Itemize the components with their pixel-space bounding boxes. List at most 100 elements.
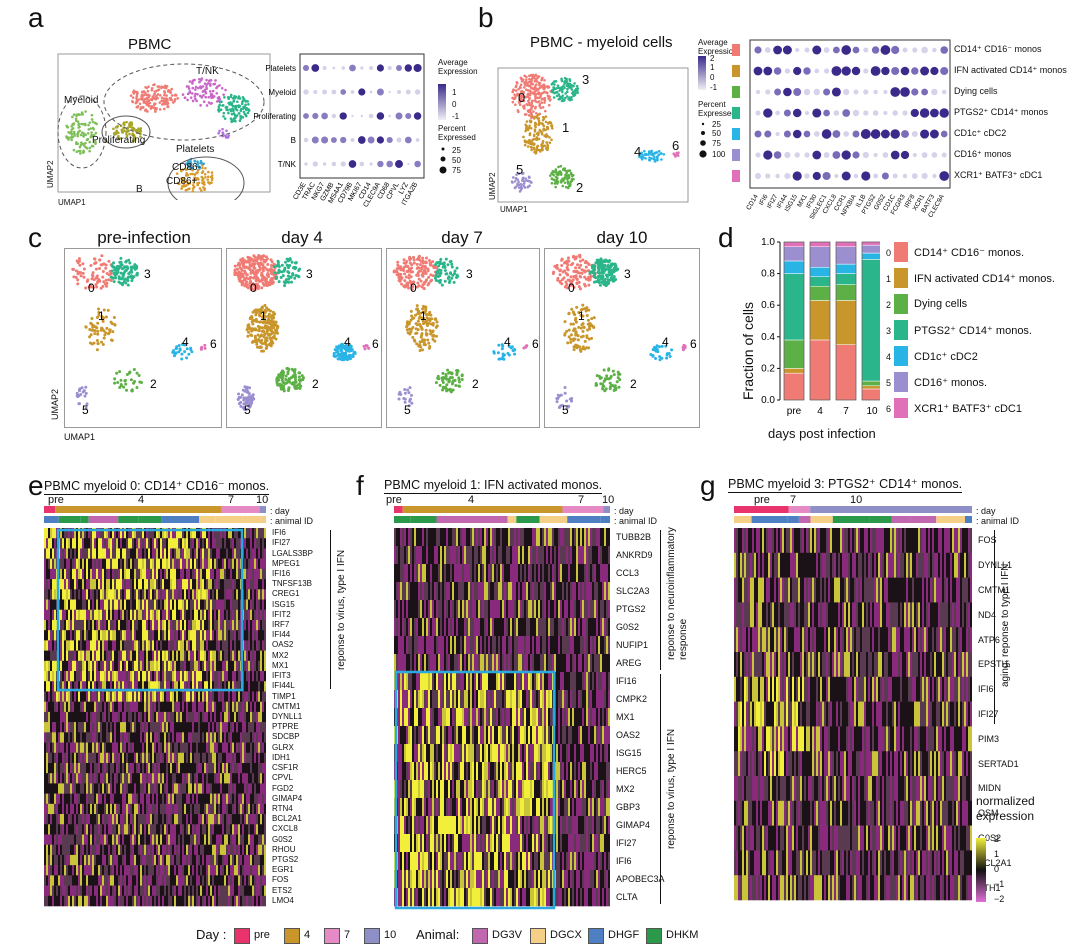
panel-a-pct-75: 75 bbox=[452, 166, 461, 175]
umap-point bbox=[222, 111, 226, 115]
panel-c-cluster-label: 2 bbox=[312, 377, 319, 391]
umap-point bbox=[226, 95, 230, 99]
umap-point bbox=[605, 374, 609, 378]
heatmap-gene-label: DYNLL1 bbox=[978, 560, 1013, 571]
animal-track-segment bbox=[58, 516, 81, 523]
umap-point bbox=[565, 329, 569, 333]
umap-point bbox=[72, 113, 76, 116]
umap-point bbox=[123, 379, 127, 383]
heatmap-gene-label: TUBB2B bbox=[616, 532, 652, 542]
dotplot-dot bbox=[940, 130, 948, 138]
umap-point bbox=[152, 83, 155, 87]
umap-point bbox=[280, 263, 284, 267]
umap-point bbox=[221, 131, 225, 135]
umap-point bbox=[298, 378, 302, 382]
umap-point bbox=[144, 91, 147, 95]
dotplot-dot bbox=[387, 65, 392, 71]
umap-point bbox=[185, 174, 189, 177]
umap-point bbox=[204, 95, 208, 99]
umap-point bbox=[74, 269, 78, 273]
umap-point bbox=[570, 283, 574, 287]
umap-point bbox=[563, 76, 567, 80]
umap-point bbox=[242, 405, 246, 409]
legend-label: CD14⁺ CD16⁻ monos. bbox=[914, 247, 1025, 259]
umap-point bbox=[422, 341, 426, 345]
umap-point bbox=[118, 265, 122, 269]
umap-point bbox=[218, 84, 221, 87]
umap-point bbox=[524, 95, 528, 99]
dotplot-dot bbox=[813, 131, 820, 137]
umap-point bbox=[236, 100, 239, 104]
day-legend-label: 7 bbox=[344, 929, 351, 941]
animal-track-segment bbox=[936, 516, 965, 523]
umap-point bbox=[584, 309, 588, 313]
umap-point bbox=[597, 268, 601, 272]
umap-point bbox=[129, 268, 133, 272]
umap-point bbox=[253, 255, 257, 259]
umap-point bbox=[426, 269, 430, 273]
umap-point bbox=[224, 106, 228, 109]
dotplot-b-row-label: CD14⁺ CD16⁻ monos bbox=[954, 44, 1042, 54]
umap-point bbox=[450, 265, 454, 269]
umap-point bbox=[560, 79, 564, 83]
umap-point bbox=[570, 95, 573, 99]
umap-point bbox=[506, 351, 510, 355]
umap-point bbox=[584, 277, 588, 281]
umap-point bbox=[240, 283, 244, 287]
umap-point bbox=[441, 265, 445, 269]
umap-point bbox=[340, 342, 344, 346]
umap-point bbox=[207, 170, 210, 174]
umap-point bbox=[137, 374, 141, 378]
umap-point bbox=[282, 389, 286, 393]
umap-point bbox=[425, 316, 429, 320]
umap-point bbox=[121, 282, 125, 286]
umap-point bbox=[404, 264, 408, 268]
umap-point bbox=[215, 91, 219, 95]
bar-segment bbox=[835, 273, 857, 285]
dotplot-dot bbox=[322, 66, 327, 70]
dotplot-dot bbox=[376, 64, 384, 72]
umap-point bbox=[528, 77, 531, 81]
umap-point bbox=[659, 152, 663, 155]
umap-point bbox=[284, 260, 288, 264]
umap-point bbox=[191, 99, 195, 103]
umap-point bbox=[153, 92, 156, 96]
umap-point bbox=[255, 319, 259, 323]
dotplot-dot bbox=[774, 88, 782, 96]
umap-point bbox=[84, 286, 88, 290]
umap-point bbox=[236, 397, 240, 401]
umap-point bbox=[271, 313, 275, 317]
umap-point bbox=[522, 135, 525, 139]
umap-point bbox=[567, 173, 571, 177]
heatmap-day-tick: 10 bbox=[602, 494, 615, 506]
umap-point bbox=[98, 258, 102, 262]
umap-point bbox=[419, 335, 423, 339]
umap-point bbox=[415, 342, 419, 346]
umap-point bbox=[77, 130, 80, 134]
legend-id: 5 bbox=[886, 378, 892, 388]
umap-point bbox=[131, 139, 134, 143]
umap-point bbox=[126, 283, 130, 287]
umap-point bbox=[135, 371, 139, 375]
umap-point bbox=[335, 350, 339, 354]
bar-segment bbox=[835, 246, 857, 265]
umap-point bbox=[577, 254, 581, 258]
day-track-segment bbox=[259, 506, 266, 513]
dotplot-dot bbox=[823, 47, 830, 53]
umap-point bbox=[298, 386, 302, 390]
umap-point bbox=[237, 112, 241, 115]
umap-point bbox=[92, 278, 96, 282]
bar-segment bbox=[861, 241, 880, 246]
umap-point bbox=[244, 100, 247, 103]
panel-c-cluster-label: 5 bbox=[404, 403, 411, 417]
heatmap-gene-label: SLC2A3 bbox=[616, 586, 650, 596]
umap-point bbox=[563, 332, 567, 336]
umap-point bbox=[270, 276, 274, 280]
umap-point bbox=[290, 367, 294, 371]
umap-point bbox=[412, 261, 416, 265]
umap-point bbox=[668, 355, 672, 359]
animal-track-segment bbox=[600, 516, 610, 523]
row-color-box bbox=[732, 170, 740, 182]
umap-point bbox=[402, 258, 406, 262]
